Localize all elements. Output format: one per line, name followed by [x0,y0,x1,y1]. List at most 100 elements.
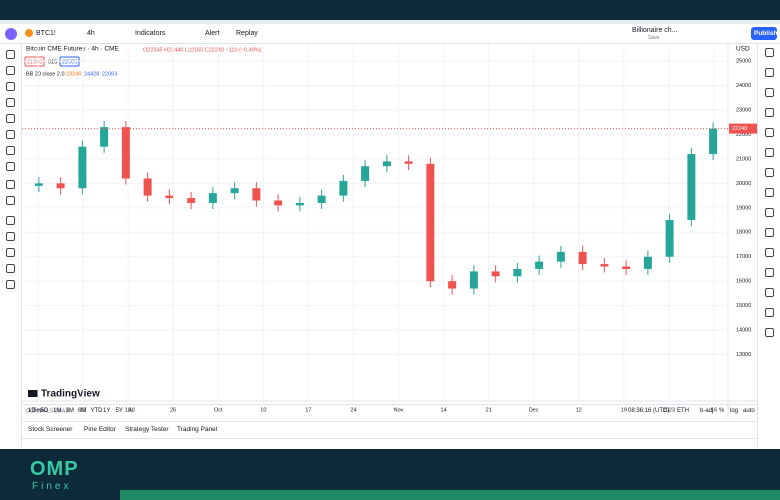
log-toggle[interactable]: log [730,408,739,414]
alert-button[interactable]: Alert [205,30,220,37]
tool[interactable] [6,146,15,155]
widget[interactable] [765,128,774,137]
x-tick-label: 10 [260,407,266,413]
tool[interactable] [6,50,15,59]
panel-tab[interactable]: Pine Editor [84,426,116,433]
tool[interactable] [6,216,15,225]
x-tick-label: Oct [214,407,223,413]
footer: OMP Finex [0,449,780,500]
tool[interactable] [6,66,15,75]
bb-basis: 23246 [66,71,81,77]
tool[interactable] [6,98,15,107]
publish-button[interactable]: Publish [751,27,777,40]
tool[interactable] [6,248,15,257]
tool[interactable] [6,280,15,289]
widget[interactable] [765,228,774,237]
range-button[interactable]: 5D [40,408,49,414]
candle-body [709,128,718,155]
adjustment[interactable]: b-adj [700,408,714,414]
tool[interactable] [6,82,15,91]
candle-body [535,261,544,269]
symbol-icon [25,29,33,37]
candle-body [513,268,522,277]
range-bar: 1D 5D 1M 3M 6M YTD 1Y 5Y All [22,404,757,420]
panel-tab[interactable]: Stock Screener [28,426,73,433]
y-tick-label: 25000 [736,59,751,65]
x-tick-label: 24 [350,407,356,413]
widget[interactable] [765,108,774,117]
currency: USD [736,46,750,53]
candle-body [78,146,87,189]
widget[interactable] [765,88,774,97]
interval[interactable]: 4h [87,30,95,37]
widget[interactable] [765,68,774,77]
avatar[interactable] [5,28,17,40]
range-button[interactable]: 6M [78,408,87,414]
x-tick-label: 16 [711,407,717,413]
widget[interactable] [765,288,774,297]
brand-sub: Finex [32,481,72,492]
toolbar: BTC1! 4h Indicators Alert Replay Billion… [0,24,780,44]
save-label[interactable]: Save [648,35,660,41]
footer-stripe [120,490,780,500]
brand-name: OMP [30,458,79,480]
x-tick-label: 19 [621,407,627,413]
x-tick-label: 19 [125,407,131,413]
range-button[interactable]: 1Y [103,408,111,414]
publish-label[interactable]: Publish [754,30,778,37]
tool[interactable] [6,196,15,205]
tool[interactable] [6,264,15,273]
range-button[interactable]: 1M [53,408,62,414]
symbol[interactable]: BTC1! [36,30,56,37]
candle-body [34,183,43,186]
y-tick-label: 15000 [736,303,751,309]
watermark-logo [28,390,38,397]
spacer [0,20,780,24]
tool[interactable] [6,130,15,139]
x-tick-label: 12 [576,407,582,413]
candle-body [382,161,391,167]
y-tick-label: 14000 [736,328,751,334]
tool[interactable] [6,180,15,189]
drawing-toolbar [0,44,22,449]
y-tick-label: 18000 [736,230,751,236]
widget[interactable] [765,188,774,197]
replay-button[interactable]: Replay [236,30,258,37]
range-button[interactable]: All [128,408,135,414]
grid [22,44,728,401]
top-band [0,0,780,20]
layout-name[interactable]: Billionaire ch... [632,27,678,34]
widget[interactable] [765,268,774,277]
candle-body [339,180,348,196]
tool[interactable] [6,162,15,171]
range-button[interactable]: 1D [28,408,36,414]
legend-ohlc: O22345 H22440 L22160 C22240 −110 (−0.49%… [143,47,262,53]
widget[interactable] [765,328,774,337]
tool[interactable] [6,114,15,123]
percent-toggle[interactable]: % [719,408,725,414]
candle-body [687,154,696,221]
widget[interactable] [765,168,774,177]
widget[interactable] [765,248,774,257]
buy-price: 22505 [62,59,77,65]
widget[interactable] [765,308,774,317]
tool[interactable] [6,232,15,241]
sell-price: 21990 [27,59,42,65]
session[interactable]: ETH [677,408,689,414]
x-tick-label: 21 [486,407,492,413]
panel-tab[interactable]: Trading Panel [177,426,218,433]
widget[interactable] [765,148,774,157]
auto-toggle[interactable]: auto [743,408,755,414]
range-button[interactable]: 3M [65,408,74,414]
candle-body [208,193,217,203]
x-tick-label: 12 [80,407,86,413]
panel-tab[interactable]: Strategy Tester [125,426,169,433]
widget[interactable] [765,48,774,57]
indicators-button[interactable]: Indicators [135,30,166,37]
range-button[interactable]: 5Y [115,408,123,414]
widget[interactable] [765,208,774,217]
candle-body [622,266,631,269]
range-button[interactable]: YTD [90,408,103,414]
spread: 515 [48,59,57,65]
